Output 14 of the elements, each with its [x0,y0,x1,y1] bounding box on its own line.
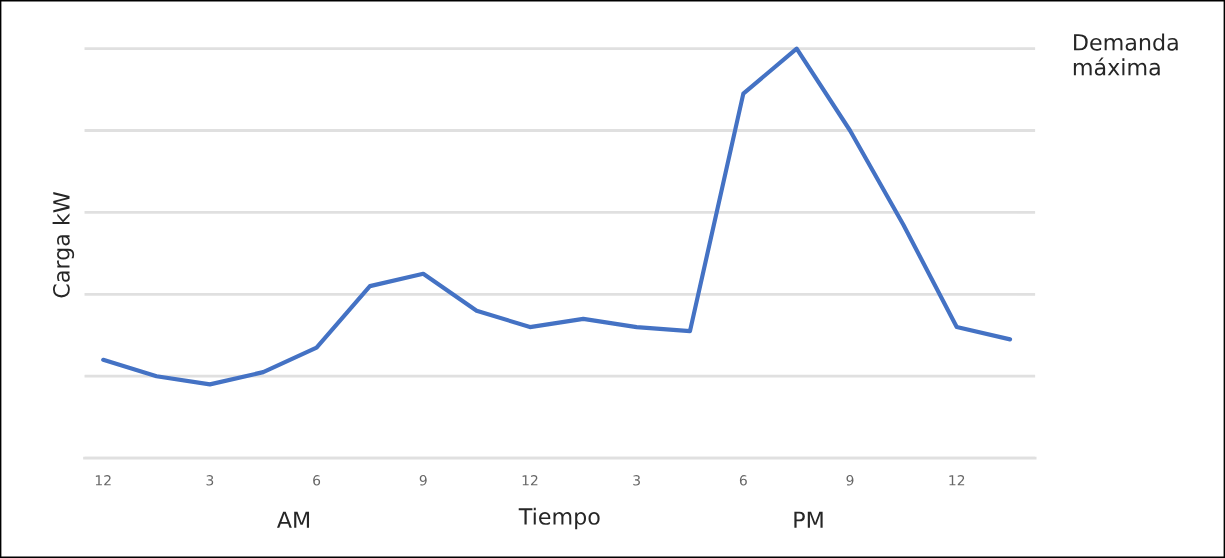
y-axis-title: Carga kW [52,191,75,298]
x-tick-label: 6 [739,475,747,486]
x-tick-label: 3 [633,475,640,486]
text: PM [794,511,823,528]
x-tick-label: 3 [206,475,214,486]
x-tick-label: 12 [522,475,538,486]
x-tick-label: 12 [95,475,111,486]
x-axis-title: Tiempo [518,507,600,530]
text: Demanda máxima [1073,33,1178,76]
x-tick-label: 9 [846,475,854,486]
x-tick-label: 6 [313,475,321,486]
x-tick-label: 12 [949,475,965,486]
text: AM [276,511,310,528]
x-tick-label: 9 [419,475,427,486]
